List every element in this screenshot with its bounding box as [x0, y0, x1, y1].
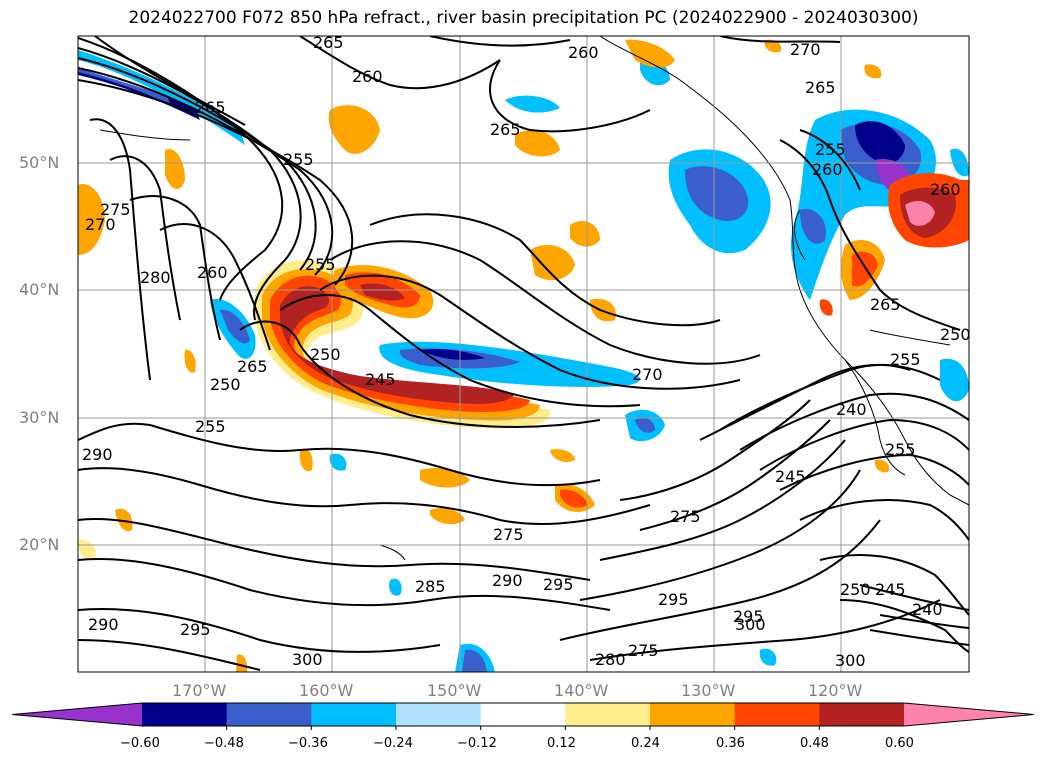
colorbar-segment: [819, 703, 905, 726]
contour-label: 280: [140, 268, 171, 287]
contour-label: 275: [628, 641, 659, 660]
colorbar-outline: [11, 702, 1035, 727]
contour-label: 275: [100, 200, 131, 219]
colorbar-segment: [396, 703, 482, 726]
contour-label: 250: [940, 325, 971, 344]
contour-label: 260: [197, 263, 228, 282]
contour-label: 290: [82, 445, 113, 464]
colorbar: [11, 702, 1035, 730]
contour-label: 250: [210, 375, 241, 394]
contour-label: 265: [313, 33, 344, 52]
lon-label-160w: 160°W: [299, 681, 354, 700]
contour-label: 280: [595, 650, 626, 669]
contour-label: 290: [88, 615, 119, 634]
lon-label-170w: 170°W: [172, 681, 227, 700]
contour-label: 290: [492, 571, 523, 590]
contour-label: 255: [283, 150, 314, 169]
contour-label: 250: [310, 345, 341, 364]
colorbar-segment: [734, 703, 820, 726]
contour-label: 275: [670, 507, 701, 526]
contour-label: 270: [632, 365, 663, 384]
colorbar-tick-label: 0.12: [547, 736, 576, 751]
contour-label: 295: [733, 607, 764, 626]
lat-label-40n: 40°N: [19, 280, 60, 299]
contour-label: 245: [365, 370, 396, 389]
contour-label: 255: [305, 255, 336, 274]
contour-label: 300: [292, 650, 323, 669]
contour-label: 240: [836, 400, 867, 419]
lon-label-130w: 130°W: [681, 681, 736, 700]
colorbar-segment: [650, 703, 736, 726]
contour-label: 260: [930, 180, 961, 199]
colorbar-tick-label: 0.36: [716, 736, 745, 751]
lon-label-150w: 150°W: [427, 681, 482, 700]
contour-label: 265: [195, 98, 226, 117]
colorbar-segment: [226, 703, 312, 726]
contour-label: 295: [180, 620, 211, 639]
contour-label: 255: [885, 440, 916, 459]
colorbar-tick-label: −0.36: [288, 736, 328, 751]
contour-label: 250: [840, 580, 871, 599]
refractivity-contours: [78, 36, 969, 671]
colorbar-tick-label: −0.60: [120, 736, 160, 751]
contour-label: 295: [658, 590, 689, 609]
colorbar-segment: [311, 703, 397, 726]
colorbar-segment: [480, 703, 566, 726]
colorbar-tick-label: −0.12: [457, 736, 497, 751]
contour-label: 245: [775, 467, 806, 486]
contour-label: 275: [493, 525, 524, 544]
colorbar-tick-label: −0.24: [373, 736, 413, 751]
contour-label: 240: [912, 600, 943, 619]
contour-label: 260: [812, 160, 843, 179]
contour-label: 265: [490, 120, 521, 139]
contour-label: 285: [415, 577, 446, 596]
coastlines: [99, 36, 969, 561]
contour-label: 255: [890, 350, 921, 369]
contour-label: 265: [237, 357, 268, 376]
colorbar-tick-label: −0.48: [204, 736, 244, 751]
lon-label-140w: 140°W: [554, 681, 609, 700]
contour-label: 260: [568, 43, 599, 62]
colorbar-segment: [142, 703, 228, 726]
colorbar-segment: [565, 703, 651, 726]
colorbar-extend-high: [904, 703, 1034, 726]
contour-label: 245: [875, 580, 906, 599]
contour-label: 255: [815, 140, 846, 159]
contour-label: 300: [735, 615, 766, 634]
contour-label: 265: [870, 295, 901, 314]
colorbar-tick-label: 0.60: [885, 736, 914, 751]
lat-label-30n: 30°N: [19, 408, 60, 427]
map-title: 2024022700 F072 850 hPa refract., river …: [128, 8, 919, 28]
lon-label-120w: 120°W: [808, 681, 863, 700]
lat-label-50n: 50°N: [19, 153, 60, 172]
contour-labels: 265 260 260 270 265 265 255 255 265 260 …: [82, 33, 971, 670]
colorbar-extend-low: [12, 703, 142, 726]
contour-label: 270: [790, 40, 821, 59]
precipitation-shading: [78, 39, 969, 672]
contour-label: 295: [543, 575, 574, 594]
colorbar-tick-label: 0.24: [631, 736, 660, 751]
gridlines: [78, 36, 969, 672]
contour-label: 300: [835, 651, 866, 670]
lat-label-20n: 20°N: [19, 535, 60, 554]
contour-label: 255: [195, 417, 226, 436]
contour-label: 260: [352, 67, 383, 86]
map-frame: [77, 35, 970, 673]
contour-label: 270: [85, 215, 116, 234]
colorbar-tick-label: 0.48: [800, 736, 829, 751]
contour-label: 265: [805, 78, 836, 97]
